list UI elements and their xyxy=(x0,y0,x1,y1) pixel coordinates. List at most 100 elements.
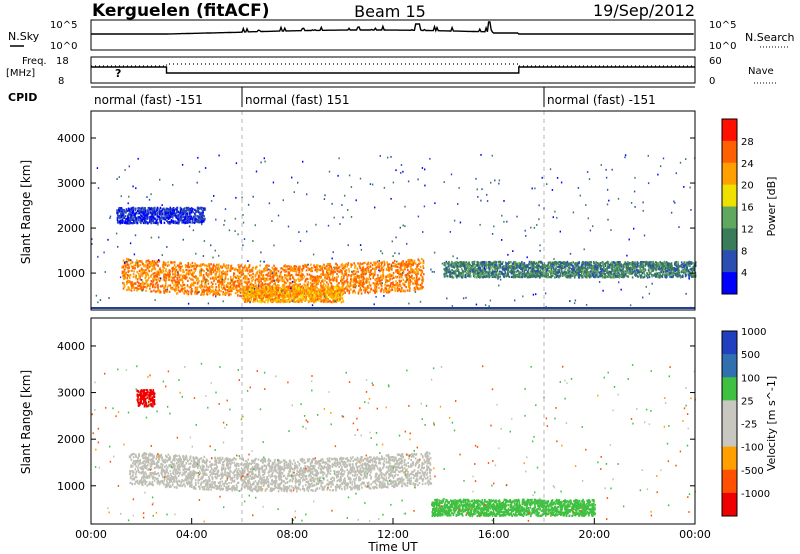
power-cell xyxy=(246,286,248,289)
power-cell xyxy=(182,219,184,222)
power-cell xyxy=(320,287,323,290)
power-cell xyxy=(326,289,329,292)
power-cell xyxy=(344,272,347,275)
power-cell xyxy=(356,267,359,270)
power-cell xyxy=(282,300,284,303)
power-cell xyxy=(328,269,331,272)
power-cell xyxy=(122,281,124,285)
power-cell xyxy=(607,275,609,278)
power-cell xyxy=(142,217,145,220)
power-cell xyxy=(389,274,391,277)
power-cell xyxy=(204,264,206,267)
power-cell xyxy=(159,221,162,224)
power-cell xyxy=(181,288,184,291)
power-cell xyxy=(385,267,388,270)
power-cell xyxy=(171,214,173,217)
power-cell xyxy=(275,287,277,290)
power-cell xyxy=(245,268,248,271)
power-cell xyxy=(337,275,339,278)
power-cell xyxy=(220,281,222,284)
power-cell xyxy=(339,296,341,299)
power-cell xyxy=(156,218,158,221)
power-cell xyxy=(210,271,213,274)
power-cell xyxy=(361,267,364,270)
power-cell xyxy=(237,290,240,293)
power-cell xyxy=(381,266,383,269)
power-cell xyxy=(296,289,298,292)
power-cell xyxy=(151,286,154,289)
power-cell xyxy=(418,259,421,262)
power-cell xyxy=(149,284,151,287)
power-cell xyxy=(572,261,574,264)
power-cell xyxy=(302,264,304,267)
power-cell xyxy=(237,294,239,297)
power-cell xyxy=(118,207,120,210)
power-cell xyxy=(143,265,145,268)
power-cell xyxy=(310,263,312,266)
power-cell xyxy=(398,266,401,269)
power-cell xyxy=(188,277,191,280)
power-cell xyxy=(408,280,410,283)
power-cell xyxy=(345,280,347,283)
power-cell xyxy=(388,288,390,291)
power-cell xyxy=(257,295,260,298)
power-cell xyxy=(136,259,138,262)
power-cell xyxy=(181,279,183,282)
power-cell xyxy=(306,278,309,281)
power-cell xyxy=(186,212,188,216)
power-cell xyxy=(352,290,355,293)
power-cell xyxy=(404,268,406,271)
power-cell xyxy=(178,264,180,267)
nsky-strip: N.Sky 10^5 10^0 10^5 10^0 N.Search xyxy=(8,19,795,52)
power-cell xyxy=(199,218,202,221)
power-cell xyxy=(248,297,250,300)
power-cell xyxy=(309,297,311,300)
power-cell xyxy=(151,219,154,222)
power-cell xyxy=(308,293,310,296)
power-scatter xyxy=(91,111,697,310)
power-cell xyxy=(128,222,131,225)
power-cell xyxy=(379,279,382,282)
power-cell xyxy=(148,265,151,268)
power-cell xyxy=(337,299,340,302)
power-cell xyxy=(243,295,245,298)
power-cell xyxy=(339,286,341,289)
power-cell xyxy=(419,265,422,269)
power-cell xyxy=(283,300,285,303)
power-cell xyxy=(123,274,125,277)
power-cell xyxy=(364,273,366,276)
power-cell xyxy=(134,221,136,224)
power-cell xyxy=(395,276,398,279)
power-cell xyxy=(558,276,560,279)
power-cell xyxy=(203,215,205,218)
power-cell xyxy=(170,261,173,264)
power-cell xyxy=(342,291,344,294)
power-cell xyxy=(189,263,192,266)
power-cell xyxy=(378,286,380,290)
power-cell xyxy=(290,298,293,301)
power-cell xyxy=(171,269,174,273)
power-cell xyxy=(206,286,209,289)
power-cell xyxy=(199,270,201,273)
power-cell xyxy=(245,290,247,294)
power-cell xyxy=(331,278,333,281)
power-cell xyxy=(268,299,270,302)
power-cell xyxy=(354,272,357,275)
power-cell xyxy=(284,294,286,297)
power-cell xyxy=(258,281,261,284)
power-cell xyxy=(121,272,124,275)
power-cell xyxy=(320,292,322,295)
power-cell xyxy=(360,292,363,295)
power-cell xyxy=(192,264,195,267)
power-cell xyxy=(362,268,364,271)
power-cell xyxy=(152,280,154,283)
power-cell xyxy=(238,275,240,279)
power-cell xyxy=(340,277,343,281)
power-cell xyxy=(145,281,148,284)
power-cell xyxy=(333,286,336,289)
power-cell xyxy=(155,208,158,211)
power-cell xyxy=(134,208,137,211)
power-cell xyxy=(153,260,156,263)
power-cell xyxy=(330,290,333,293)
power-cell xyxy=(297,268,300,272)
